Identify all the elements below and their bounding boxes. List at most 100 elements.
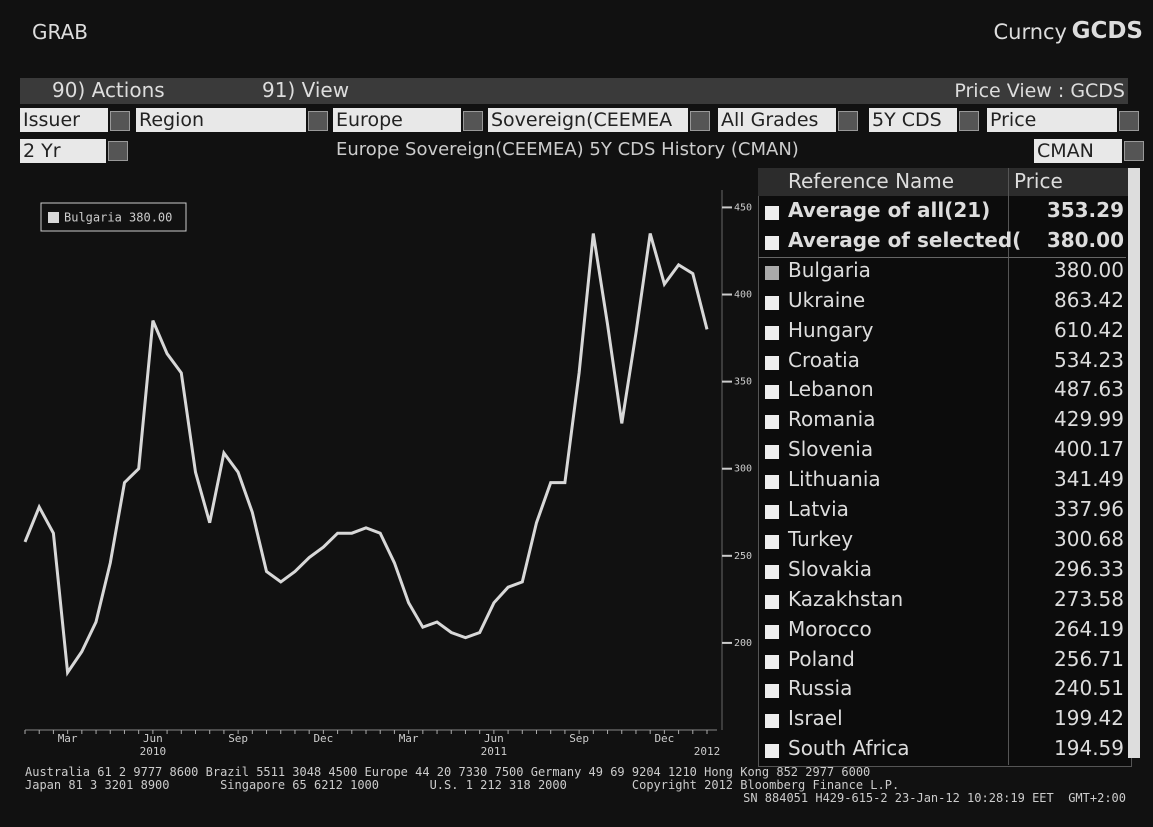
column-header: Price bbox=[1014, 169, 1063, 193]
row-price: 240.51 bbox=[1054, 676, 1124, 701]
year-label: 2012 bbox=[694, 745, 721, 758]
view-menu[interactable]: 91) View bbox=[262, 78, 350, 102]
row-name: Israel bbox=[788, 706, 843, 731]
dropdown-arrow[interactable] bbox=[308, 111, 328, 131]
row-checkbox[interactable] bbox=[765, 564, 779, 579]
row-checkbox[interactable] bbox=[765, 714, 779, 729]
row-price: 380.00 bbox=[1046, 227, 1124, 252]
scrollbar[interactable] bbox=[1128, 168, 1140, 758]
row-name: Russia bbox=[788, 676, 853, 701]
price-view: Price View : GCDS bbox=[954, 80, 1125, 102]
year-label: 2011 bbox=[481, 745, 508, 758]
row-checkbox[interactable] bbox=[765, 594, 779, 609]
dropdown-arrow[interactable] bbox=[1119, 111, 1139, 131]
row-price: 400.17 bbox=[1054, 437, 1124, 462]
row-checkbox[interactable] bbox=[765, 265, 779, 280]
dropdown-arrow[interactable] bbox=[463, 111, 483, 131]
filter-dropdown[interactable]: Sovereign(CEEMEA bbox=[488, 108, 688, 132]
row-price: 534.23 bbox=[1054, 347, 1124, 372]
row-checkbox[interactable] bbox=[765, 295, 779, 310]
filter-dropdown[interactable]: All Grades bbox=[718, 108, 836, 132]
filter-dropdown[interactable]: Issuer bbox=[20, 108, 108, 132]
row-name: Lithuania bbox=[788, 467, 881, 492]
security: Curncy bbox=[993, 20, 1067, 44]
x-tick-label: Mar bbox=[399, 732, 419, 745]
row-checkbox[interactable] bbox=[765, 385, 779, 400]
row-name: Lebanon bbox=[788, 377, 874, 402]
row-checkbox[interactable] bbox=[765, 744, 779, 759]
row-price: 353.29 bbox=[1046, 198, 1124, 222]
row-checkbox[interactable] bbox=[765, 355, 779, 370]
dropdown-arrow[interactable] bbox=[959, 111, 979, 131]
column-divider bbox=[1008, 168, 1009, 765]
row-name: Ukraine bbox=[788, 287, 866, 312]
table-header bbox=[758, 168, 1130, 196]
row-checkbox[interactable] bbox=[765, 654, 779, 669]
year-label: 2010 bbox=[140, 745, 167, 758]
dropdown-arrow[interactable] bbox=[110, 111, 130, 131]
row-checkbox[interactable] bbox=[765, 475, 779, 490]
period-dropdown[interactable]: 2 Yr bbox=[20, 139, 106, 163]
row-price: 300.68 bbox=[1054, 526, 1124, 551]
row-name: Bulgaria bbox=[788, 257, 871, 282]
chart-title: Europe Sovereign(CEEMEA) 5Y CDS History … bbox=[336, 139, 799, 160]
row-checkbox[interactable] bbox=[765, 534, 779, 549]
column-header: Reference Name bbox=[788, 169, 955, 193]
row-price: 429.99 bbox=[1054, 407, 1124, 432]
row-name: Romania bbox=[788, 407, 876, 432]
row-price: 337.96 bbox=[1054, 497, 1124, 521]
dropdown-arrow[interactable] bbox=[1124, 141, 1144, 161]
row-name: Turkey bbox=[788, 526, 854, 551]
dropdown-arrow[interactable] bbox=[108, 141, 128, 161]
row-name: Slovenia bbox=[788, 437, 874, 462]
row-name: Croatia bbox=[788, 347, 860, 372]
footer-line: Japan 81 3 3201 8900 Singapore 65 6212 1… bbox=[25, 778, 900, 792]
filter-dropdown[interactable]: Price bbox=[987, 108, 1117, 132]
row-name: South Africa bbox=[788, 736, 910, 761]
row-name: Hungary bbox=[788, 317, 874, 342]
x-tick-label: Jun bbox=[143, 732, 163, 745]
row-price: 863.42 bbox=[1054, 287, 1124, 312]
y-tick-label: 350 bbox=[734, 377, 752, 388]
y-tick-label: 400 bbox=[734, 290, 752, 301]
row-checkbox[interactable] bbox=[765, 415, 779, 430]
x-tick-label: Mar bbox=[58, 732, 78, 745]
menu-bar bbox=[20, 78, 1128, 104]
filter-dropdown[interactable]: Europe bbox=[333, 108, 461, 132]
row-price: 341.49 bbox=[1054, 467, 1124, 492]
filter-dropdown[interactable]: 5Y CDS bbox=[869, 108, 957, 132]
row-price: 610.42 bbox=[1054, 317, 1124, 342]
row-checkbox[interactable] bbox=[765, 206, 779, 220]
footer-line: SN 884051 H429-615-2 23-Jan-12 10:28:19 … bbox=[743, 791, 1126, 805]
table-bg bbox=[758, 168, 1132, 767]
actions-menu[interactable]: 90) Actions bbox=[52, 78, 165, 102]
legend-label: Bulgaria 380.00 bbox=[64, 211, 172, 225]
row-name: Average of all(21) bbox=[788, 198, 991, 222]
footer-line: Australia 61 2 9777 8600 Brazil 5511 304… bbox=[25, 765, 871, 779]
row-checkbox[interactable] bbox=[765, 624, 779, 639]
row-name: Latvia bbox=[788, 497, 849, 521]
row-name: Morocco bbox=[788, 616, 872, 641]
row-price: 487.63 bbox=[1054, 377, 1124, 402]
ticker: GCDS bbox=[1071, 18, 1143, 44]
row-checkbox[interactable] bbox=[765, 325, 779, 340]
row-price: 199.42 bbox=[1054, 706, 1124, 731]
row-checkbox[interactable] bbox=[765, 445, 779, 460]
row-name: Average of selected( bbox=[788, 227, 1022, 252]
row-checkbox[interactable] bbox=[765, 235, 779, 250]
row-price: 264.19 bbox=[1054, 616, 1124, 641]
row-name: Poland bbox=[788, 646, 855, 671]
row-checkbox[interactable] bbox=[765, 684, 779, 699]
dropdown-arrow[interactable] bbox=[690, 111, 710, 131]
source-dropdown[interactable]: CMAN bbox=[1034, 139, 1122, 163]
x-tick-label: Jun bbox=[484, 732, 504, 745]
filter-dropdown[interactable]: Region bbox=[136, 108, 306, 132]
row-name: Slovakia bbox=[788, 556, 872, 581]
row-price: 380.00 bbox=[1054, 257, 1124, 282]
row-checkbox[interactable] bbox=[765, 505, 779, 519]
y-tick-label: 250 bbox=[734, 551, 752, 562]
row-price: 296.33 bbox=[1054, 556, 1124, 581]
dropdown-arrow[interactable] bbox=[838, 111, 858, 131]
